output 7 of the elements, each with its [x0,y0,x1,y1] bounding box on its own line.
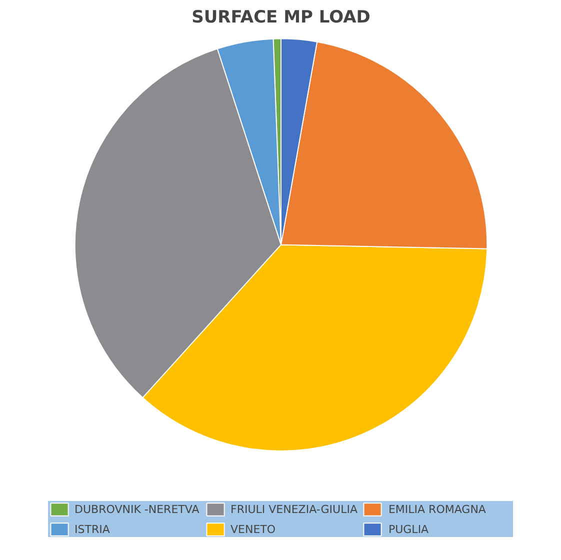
legend-label: VENETO [230,522,277,536]
legend-label: ISTRIA [74,522,111,536]
legend-label: FRIULI VENEZIA-GIULIA [230,502,358,516]
legend-label: PUGLIA [388,522,430,536]
chart-title: SURFACE MP LOAD [192,8,370,28]
legend-label: DUBROVNIK -NERETVA [74,502,200,516]
legend-label: EMILIA ROMAGNA [388,502,487,516]
